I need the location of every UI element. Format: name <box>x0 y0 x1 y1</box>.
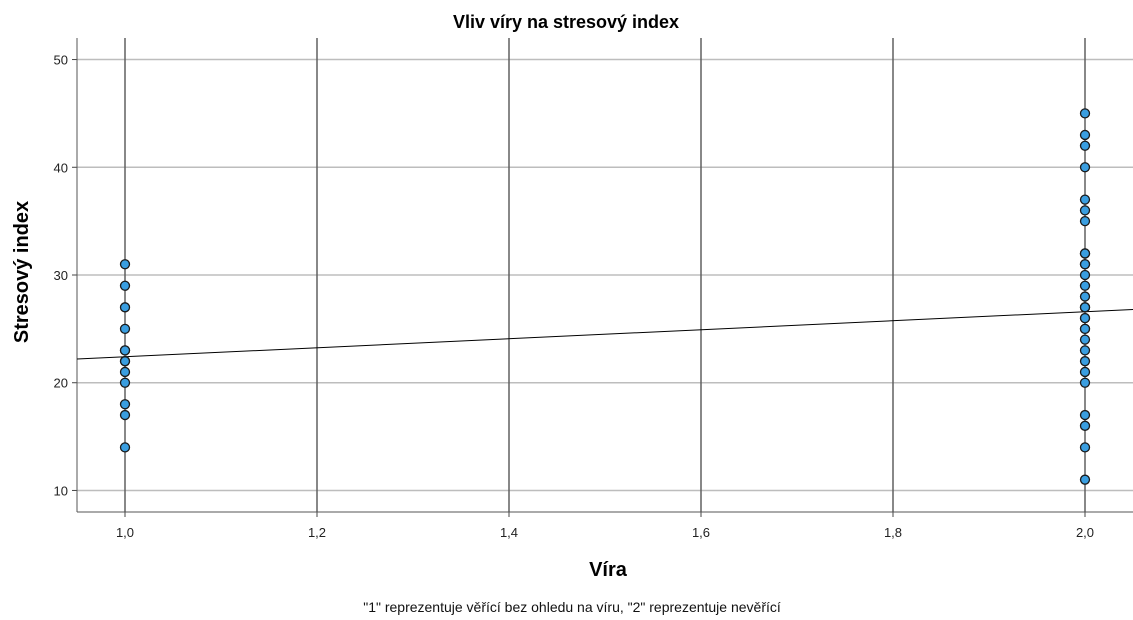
data-point <box>1079 345 1091 356</box>
data-point <box>1079 356 1091 367</box>
data-point <box>1079 259 1091 270</box>
y-tick-label: 10 <box>54 483 68 498</box>
chart-footnote: "1" reprezentuje věřící bez ohledu na ví… <box>363 599 781 615</box>
data-point <box>119 377 131 388</box>
data-point <box>119 280 131 291</box>
data-point <box>1079 334 1091 345</box>
axes-layer <box>72 38 1133 517</box>
data-point <box>1079 129 1091 141</box>
data-point <box>1079 312 1091 324</box>
x-tick-label: 1,0 <box>116 525 134 540</box>
data-point <box>1079 323 1091 335</box>
data-point <box>1079 409 1091 421</box>
y-tick-label: 20 <box>54 376 68 391</box>
data-point <box>1079 162 1091 173</box>
fit-line-layer <box>76 308 1133 360</box>
data-point <box>1079 442 1091 453</box>
data-point <box>1079 205 1091 216</box>
y-tick-label: 50 <box>54 53 68 68</box>
x-tick-label: 1,6 <box>692 525 710 540</box>
data-point <box>1079 108 1091 119</box>
tick-labels-layer: 10 20 30 40 50 1,0 1,2 1,4 1,6 1,8 2,0 <box>54 53 1095 540</box>
data-point <box>119 323 131 335</box>
data-point <box>1079 269 1091 281</box>
data-point <box>1079 194 1091 205</box>
data-point <box>119 302 131 313</box>
data-point <box>1079 474 1091 485</box>
data-point <box>1079 302 1091 313</box>
data-point <box>119 409 131 421</box>
fit-line <box>76 308 1133 360</box>
y-axis-title: Stresový index <box>11 201 33 343</box>
data-point <box>1079 215 1091 227</box>
x-tick-label: 1,8 <box>884 525 902 540</box>
data-point <box>119 442 131 453</box>
data-point <box>119 345 131 356</box>
x-tick-label: 2,0 <box>1076 525 1094 540</box>
x-tick-label: 1,2 <box>308 525 326 540</box>
data-point <box>1079 291 1091 302</box>
data-point <box>1079 420 1091 431</box>
chart-title: Vliv víry na stresový index <box>453 12 679 32</box>
data-point <box>1079 248 1091 259</box>
data-point <box>1079 140 1091 151</box>
data-point <box>119 366 131 378</box>
x-axis-title: Víra <box>589 559 628 581</box>
data-point <box>119 399 131 410</box>
y-tick-label: 40 <box>54 160 68 175</box>
y-tick-label: 30 <box>54 268 68 283</box>
data-points-layer <box>119 108 1091 485</box>
data-point <box>1079 280 1091 291</box>
grid-layer <box>77 38 1133 512</box>
data-point <box>1079 366 1091 378</box>
data-point <box>119 356 131 367</box>
x-tick-label: 1,4 <box>500 525 518 540</box>
data-point <box>119 259 131 270</box>
data-point <box>1079 377 1091 388</box>
